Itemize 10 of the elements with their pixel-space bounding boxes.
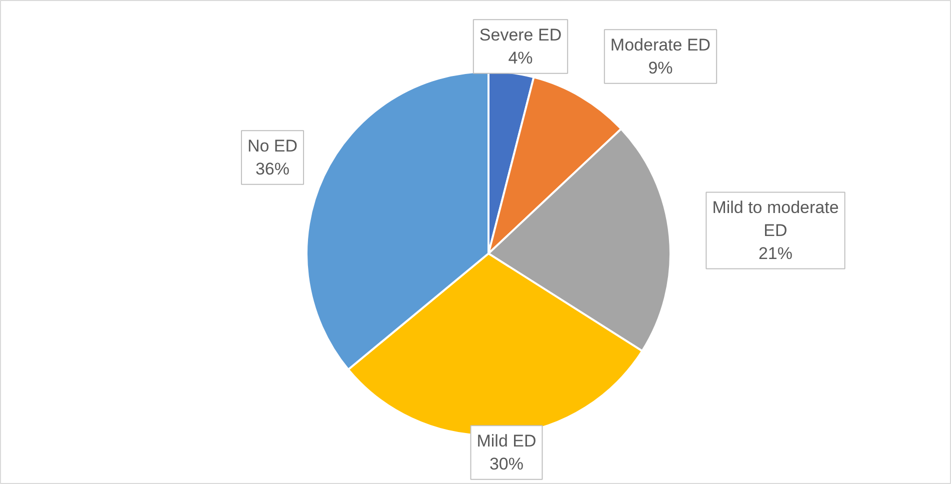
slice-label: No ED xyxy=(247,136,298,156)
data-label: 30% xyxy=(489,454,524,474)
data-label: 9% xyxy=(648,58,673,78)
slice-label: Moderate ED xyxy=(610,36,711,55)
slice-label: Severe ED xyxy=(479,26,562,45)
slice-label: Mild to moderate ED xyxy=(712,198,839,240)
data-label: 36% xyxy=(255,159,290,178)
data-label: 4% xyxy=(508,48,533,68)
data-label: 21% xyxy=(758,244,793,263)
slice-label: Mild ED xyxy=(476,432,536,451)
